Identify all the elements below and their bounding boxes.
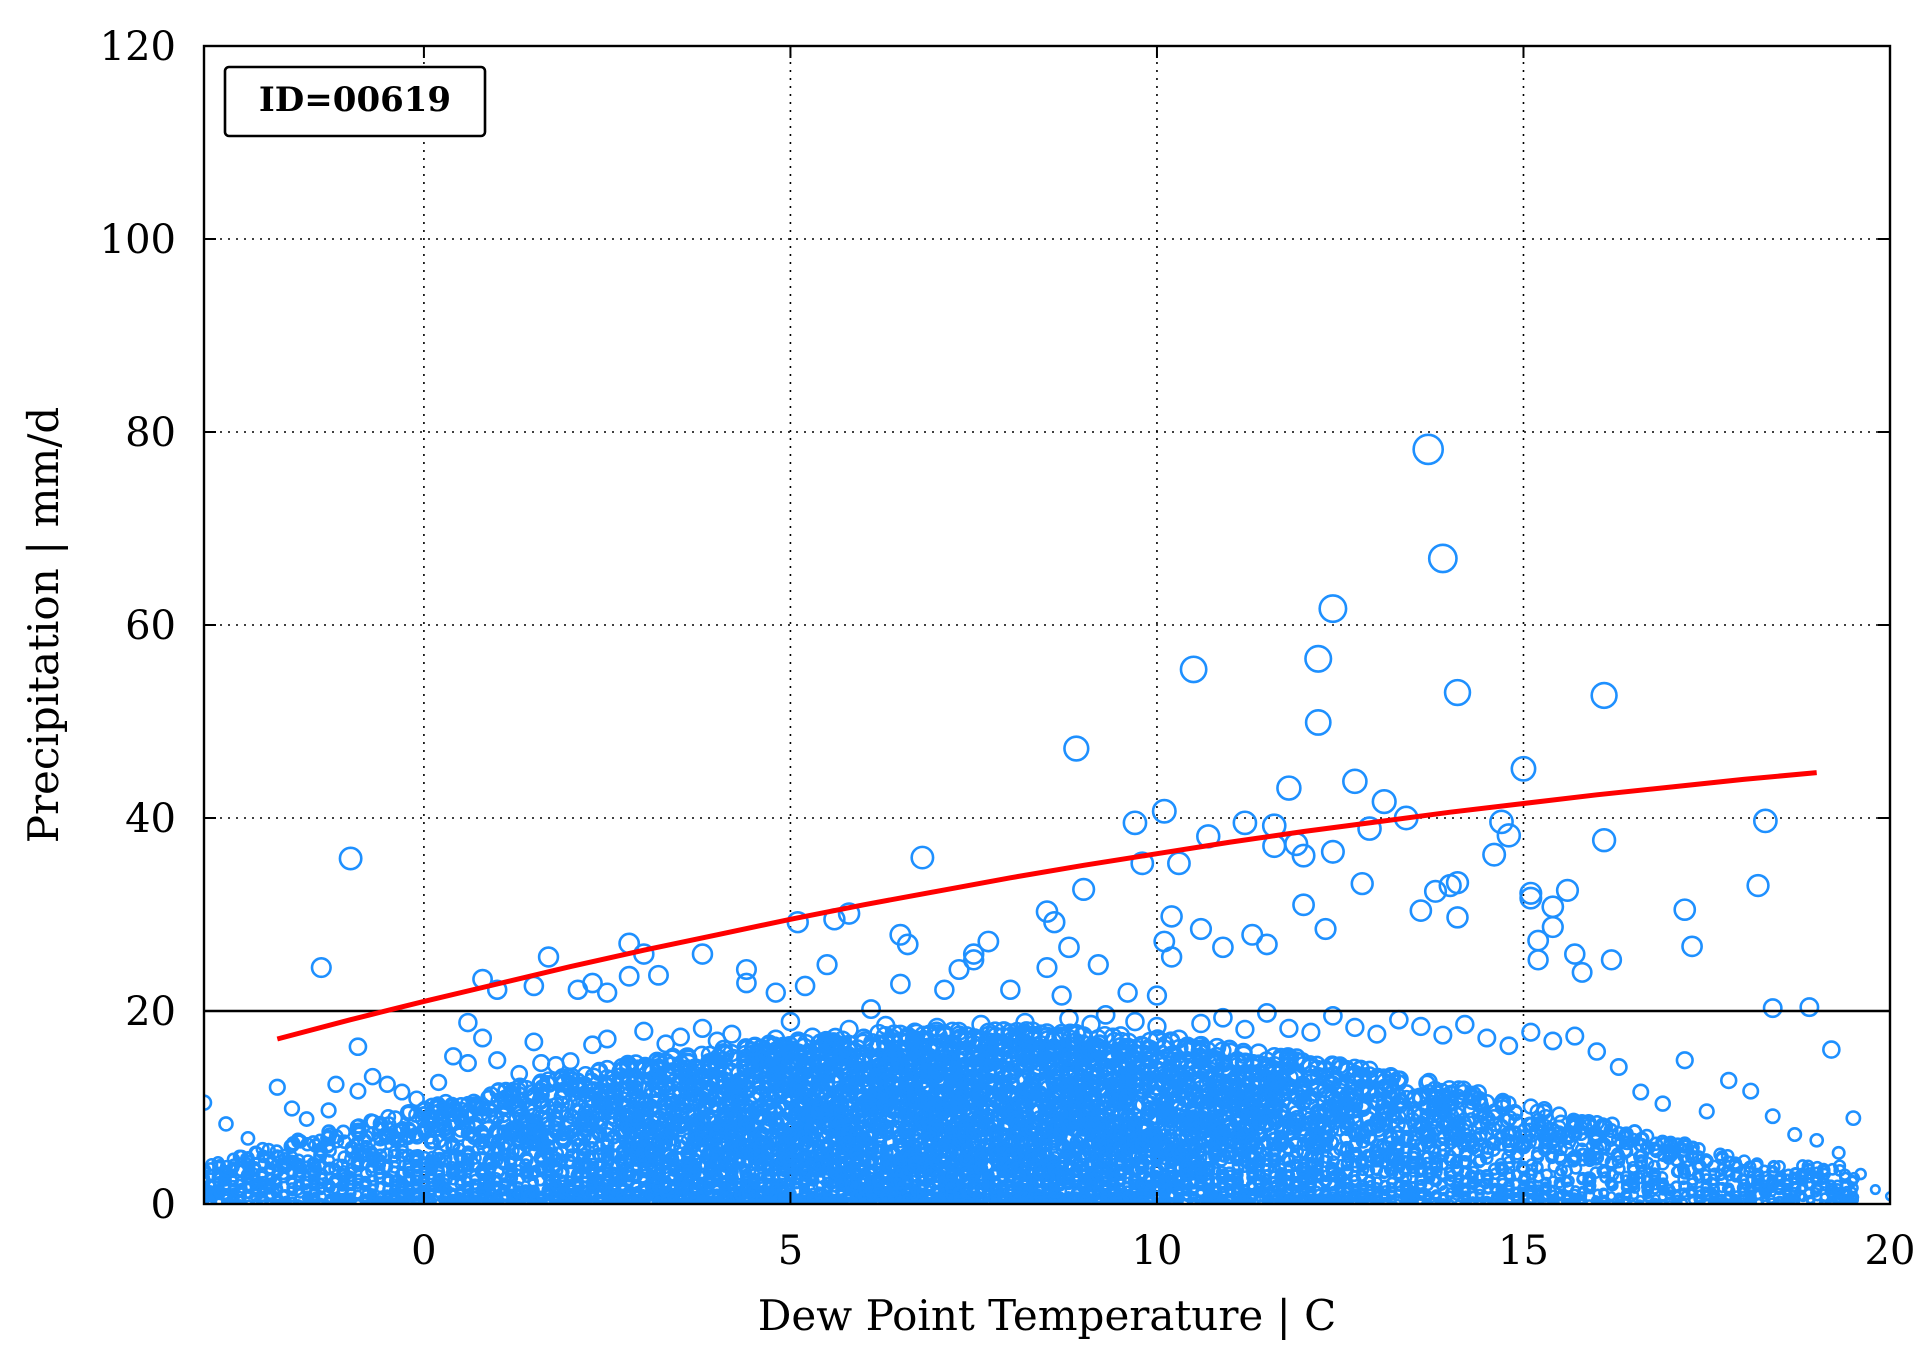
dense-point bbox=[380, 1109, 397, 1125]
dense-point bbox=[482, 1154, 496, 1169]
dense-point bbox=[278, 1190, 290, 1201]
dense-point bbox=[797, 1178, 810, 1190]
dense-point bbox=[664, 1131, 680, 1147]
dense-point bbox=[725, 1171, 739, 1184]
dense-point bbox=[577, 1142, 592, 1157]
dense-point bbox=[518, 1158, 533, 1172]
dense-point bbox=[372, 1162, 386, 1176]
dense-point bbox=[438, 1154, 452, 1168]
dense-point bbox=[455, 1196, 465, 1204]
dense-point bbox=[553, 1104, 570, 1121]
dense-point bbox=[520, 1152, 534, 1166]
dense-point bbox=[454, 1174, 467, 1187]
dense-point bbox=[451, 1107, 468, 1124]
dense-point bbox=[495, 1106, 512, 1123]
dense-point bbox=[307, 1158, 321, 1172]
dense-point bbox=[694, 1144, 709, 1159]
dense-point bbox=[365, 1160, 379, 1174]
dense-point bbox=[725, 1166, 739, 1179]
dense-point bbox=[605, 1108, 622, 1125]
dense-point bbox=[379, 1147, 394, 1162]
dense-point bbox=[287, 1192, 298, 1203]
dense-point bbox=[219, 1173, 232, 1186]
dense-point bbox=[373, 1148, 388, 1163]
dense-point bbox=[460, 1148, 475, 1163]
dense-point bbox=[419, 1186, 431, 1198]
dense-point bbox=[726, 1179, 739, 1191]
dense-point bbox=[725, 1194, 736, 1204]
dense-point bbox=[496, 1154, 511, 1169]
dense-point bbox=[488, 1125, 505, 1141]
dense-point bbox=[394, 1140, 409, 1155]
dense-point bbox=[320, 1130, 335, 1146]
dense-point bbox=[381, 1175, 394, 1188]
dense-point bbox=[321, 1137, 336, 1153]
dense-point bbox=[270, 1149, 285, 1164]
dense-point bbox=[571, 1158, 585, 1172]
dense-point bbox=[399, 1104, 416, 1121]
dense-point bbox=[349, 1118, 366, 1135]
dense-point bbox=[525, 1135, 541, 1151]
dense-point bbox=[847, 1133, 863, 1149]
dense-point bbox=[495, 1137, 511, 1152]
dense-point bbox=[796, 1129, 812, 1145]
dense-point bbox=[665, 1150, 679, 1165]
dense-point bbox=[760, 1144, 775, 1159]
dense-point bbox=[600, 1148, 615, 1163]
dense-point bbox=[248, 1163, 262, 1177]
dense-point bbox=[445, 1139, 460, 1155]
dense-point bbox=[840, 1135, 856, 1151]
dense-point bbox=[688, 1160, 702, 1174]
dense-point bbox=[682, 1188, 694, 1200]
dense-point bbox=[766, 1111, 783, 1128]
dense-point bbox=[290, 1134, 306, 1149]
dense-point bbox=[557, 1165, 570, 1179]
dense-point bbox=[315, 1171, 328, 1185]
dense-point bbox=[782, 1144, 797, 1159]
dense-point bbox=[696, 1189, 707, 1201]
dense-point bbox=[366, 1174, 379, 1187]
dense-point bbox=[636, 1100, 653, 1117]
dense-points bbox=[204, 1021, 1861, 1204]
dense-point bbox=[673, 1134, 689, 1150]
dense-point bbox=[425, 1134, 440, 1150]
dense-point bbox=[468, 1151, 482, 1165]
